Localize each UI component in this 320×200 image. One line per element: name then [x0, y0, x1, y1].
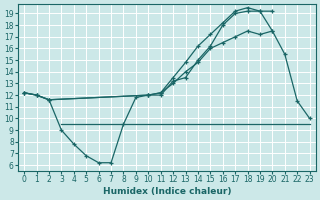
X-axis label: Humidex (Indice chaleur): Humidex (Indice chaleur): [103, 187, 231, 196]
